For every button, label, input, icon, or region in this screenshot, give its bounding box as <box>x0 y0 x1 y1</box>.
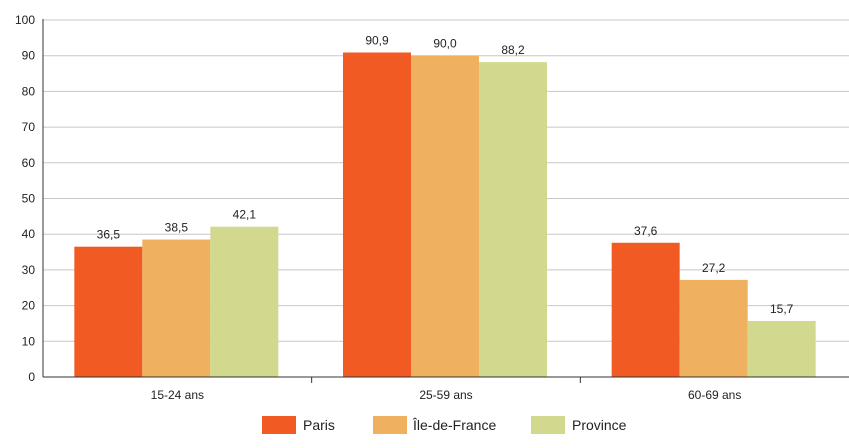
bar <box>411 55 479 377</box>
x-tick-label: 60-69 ans <box>688 388 741 402</box>
y-tick-label: 90 <box>22 49 36 63</box>
y-tick-label: 0 <box>28 370 35 384</box>
legend-label: Île-de-France <box>412 417 496 433</box>
data-labels: 36,5 38,5 42,1 90,9 90,0 88,2 37,6 27,2 15,7 <box>97 33 794 315</box>
y-tick-label: 60 <box>22 156 36 170</box>
legend-swatch <box>373 416 407 434</box>
y-tick-label: 50 <box>22 192 36 206</box>
y-tick-label: 80 <box>22 84 36 98</box>
data-label: 90,0 <box>433 37 457 51</box>
y-tick-label: 100 <box>15 13 35 27</box>
x-tick-label: 15-24 ans <box>151 388 204 402</box>
bars <box>74 52 816 377</box>
legend-swatch <box>262 416 296 434</box>
legend-swatch <box>531 416 565 434</box>
data-label: 27,2 <box>702 261 726 275</box>
data-label: 36,5 <box>97 228 121 242</box>
data-label: 38,5 <box>165 221 189 235</box>
y-tick-label: 20 <box>22 299 36 313</box>
y-tick-label: 10 <box>22 334 36 348</box>
data-label: 90,9 <box>365 33 389 47</box>
legend: Paris Île-de-France Province <box>262 416 627 434</box>
data-label: 37,6 <box>634 224 658 238</box>
data-label: 88,2 <box>501 43 525 57</box>
bar <box>611 242 680 377</box>
legend-label: Province <box>572 417 627 433</box>
legend-label: Paris <box>303 417 335 433</box>
data-label: 15,7 <box>770 302 794 316</box>
data-label: 42,1 <box>233 208 257 222</box>
y-tick-label: 40 <box>22 227 36 241</box>
bar <box>747 320 816 377</box>
bar <box>479 62 547 377</box>
y-tick-label: 30 <box>22 263 36 277</box>
bar <box>210 226 279 377</box>
bar <box>679 279 748 377</box>
bar <box>142 239 211 377</box>
bar <box>74 246 143 377</box>
axes: 0 10 20 30 40 50 60 70 80 90 100 15-24 ans 25-59 ans… <box>15 13 849 402</box>
y-tick-label: 70 <box>22 120 36 134</box>
bar <box>343 52 411 377</box>
x-tick-label: 25-59 ans <box>419 388 472 402</box>
